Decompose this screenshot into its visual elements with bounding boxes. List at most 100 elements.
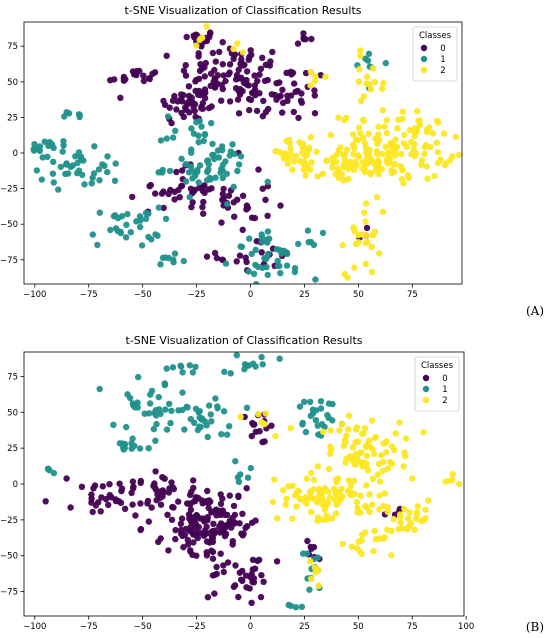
scatter-point-class-1 [46,467,53,474]
scatter-point-class-0 [211,530,218,537]
scatter-point-class-2 [388,552,395,559]
scatter-point-class-1 [238,243,246,250]
scatter-point-class-0 [192,87,199,95]
scatter-point-class-1 [163,426,171,433]
scatter-point-class-1 [159,254,167,261]
scatter-point-class-2 [312,569,319,576]
scatter-point-class-1 [104,168,111,176]
x-tick-label: 50 [353,622,364,632]
scatter-point-class-2 [308,509,315,516]
scatter-point-class-1 [306,586,313,593]
scatter-point-class-1 [205,402,213,409]
scatter-point-class-0 [187,185,195,192]
scatter-point-class-2 [302,152,309,160]
scatter-point-class-2 [349,141,357,149]
scatter-point-class-0 [160,204,167,212]
scatter-point-class-0 [226,492,233,499]
scatter-point-class-1 [164,113,172,120]
scatter-point-class-2 [308,469,315,476]
scatter-point-class-1 [159,166,166,174]
scatter-point-class-2 [424,175,431,182]
scatter-point-class-1 [192,363,199,370]
scatter-point-class-1 [295,240,302,248]
scatter-point-class-0 [152,468,159,475]
scatter-point-class-0 [260,97,267,105]
scatter-point-class-0 [232,76,240,83]
scatter-point-class-0 [249,419,256,427]
scatter-point-class-1 [204,433,211,441]
scatter-point-class-0 [146,75,153,83]
scatter-point-class-2 [449,470,456,478]
scatter-point-class-2 [363,231,370,239]
scatter-point-class-0 [99,483,107,490]
scatter-point-class-2 [329,154,336,162]
scatter-point-class-0 [294,87,301,95]
scatter-point-class-2 [312,73,319,80]
scatter-point-class-1 [136,223,144,231]
x-tick-label: 25 [299,622,310,632]
scatter-point-class-0 [257,593,265,601]
scatter-point-class-2 [396,419,403,426]
scatter-point-class-0 [273,96,280,103]
legend-marker-class-0 [420,44,428,52]
scatter-point-class-0 [108,494,115,501]
scatter-point-class-2 [289,166,296,174]
scatter-point-class-2 [300,140,307,148]
scatter-point-class-1 [60,113,68,120]
scatter-point-class-1 [243,362,251,369]
scatter-point-class-1 [291,265,299,272]
scatter-point-class-1 [246,235,253,242]
scatter-point-class-1 [212,174,219,181]
scatter-point-class-0 [253,107,261,115]
legend-label-class-0: 0 [440,44,445,54]
scatter-point-class-0 [256,428,263,435]
scatter-point-class-1 [276,355,283,362]
scatter-point-class-0 [239,226,246,233]
scatter-point-class-0 [226,98,234,105]
scatter-point-class-2 [418,157,426,164]
scatter-point-class-0 [243,202,251,209]
scatter-point-class-0 [290,108,297,116]
scatter-point-class-0 [128,489,135,497]
scatter-point-class-1 [312,276,319,283]
scatter-point-class-2 [272,147,279,155]
scatter-point-class-1 [208,119,215,127]
scatter-point-class-2 [345,412,353,419]
panel-label-a: (A) [525,304,544,318]
scatter-point-class-1 [310,241,318,249]
scatter-point-class-2 [357,52,364,60]
scatter-point-class-2 [332,510,340,517]
scatter-point-class-2 [293,503,300,510]
scatter-point-class-2 [399,115,406,123]
scatter-point-class-0 [145,518,152,525]
scatter-point-class-0 [184,541,192,548]
scatter-point-class-2 [376,492,383,499]
scatter-point-class-1 [215,154,223,161]
scatter-point-class-1 [192,168,199,176]
x-tick-label: −50 [134,622,152,632]
scatter-point-class-2 [352,438,359,446]
scatter-point-class-0 [63,475,70,482]
scatter-point-class-0 [217,500,225,508]
scatter-point-class-1 [188,125,195,132]
scatter-point-class-0 [256,71,263,78]
x-tick-label: −75 [80,622,98,632]
scatter-point-class-1 [192,405,200,412]
scatter-point-class-2 [237,413,244,421]
scatter-point-class-2 [381,440,388,447]
x-tick-label: 25 [299,290,310,300]
scatter-point-class-2 [376,478,384,485]
scatter-point-class-2 [397,163,404,170]
scatter-point-class-2 [342,439,349,446]
scatter-point-class-0 [150,482,157,490]
scatter-point-class-0 [258,249,265,256]
scatter-point-class-0 [186,491,194,499]
scatter-point-class-0 [213,563,220,571]
scatter-point-class-2 [403,143,410,150]
scatter-point-class-2 [283,495,290,502]
scatter-point-class-0 [152,190,159,197]
scatter-point-class-0 [147,181,154,189]
scatter-point-class-1 [185,169,193,176]
scatter-point-class-0 [219,60,226,68]
scatter-point-class-1 [243,404,251,411]
